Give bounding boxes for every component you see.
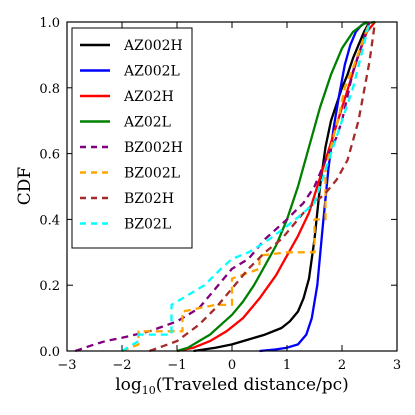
x-tick-label: −1 (167, 358, 186, 373)
y-tick-label: 0.0 (39, 345, 60, 360)
series-line-bz002l (121, 21, 371, 353)
y-tick-label: 0.4 (39, 213, 60, 228)
legend-label-bz002l: BZ002L (124, 166, 180, 182)
legend-label-az002h: AZ002H (123, 38, 183, 54)
series-line-az02l (176, 20, 376, 353)
x-tick-label: −3 (57, 358, 76, 373)
legend-label-az02l: AZ02L (123, 115, 171, 131)
ticks-layer: −3 −2 −1 0 1 2 3 0.0 0.2 0.4 0.6 0.8 1.0 (39, 16, 401, 373)
x-axis-label-subscript: 10 (142, 384, 156, 397)
y-tick-label: 1.0 (39, 16, 60, 31)
legend-label-az002l: AZ002L (123, 64, 180, 80)
x-axis-label-log: log (115, 375, 142, 395)
y-axis-label: CDF (15, 167, 35, 206)
series-layer (74, 20, 377, 353)
legend: AZ002H AZ002L AZ02H AZ02L BZ002H BZ002L BZ02H B… (71, 27, 193, 249)
x-tick-label: 1 (283, 358, 291, 373)
legend-box (71, 27, 193, 249)
legend-label-bz002h: BZ002H (124, 140, 183, 156)
series-line-bz002h (74, 21, 371, 353)
y-tick-label: 0.8 (39, 82, 60, 97)
y-tick-label: 0.6 (39, 148, 60, 163)
x-tick-label: 0 (228, 358, 236, 373)
legend-label-bz02l: BZ02L (124, 217, 171, 233)
x-axis-label: log10(Traveled distance/pc) (115, 375, 349, 397)
legend-label-az02h: AZ02H (123, 89, 174, 105)
series-line-az002l (259, 21, 368, 353)
x-tick-label: 2 (338, 358, 346, 373)
x-tick-label: −2 (112, 358, 131, 373)
series-line-bz02h (149, 21, 377, 353)
x-tick-label: 3 (393, 358, 401, 373)
series-line-az02h (176, 21, 376, 353)
legend-items: AZ002H AZ002L AZ02H AZ02L BZ002H BZ002L BZ02H B… (80, 38, 183, 233)
y-tick-label: 0.2 (39, 279, 60, 294)
x-axis-label-quantity: (Traveled distance/pc) (156, 375, 349, 395)
series-line-bz02l (121, 21, 371, 352)
legend-label-bz02h: BZ02H (124, 191, 174, 207)
